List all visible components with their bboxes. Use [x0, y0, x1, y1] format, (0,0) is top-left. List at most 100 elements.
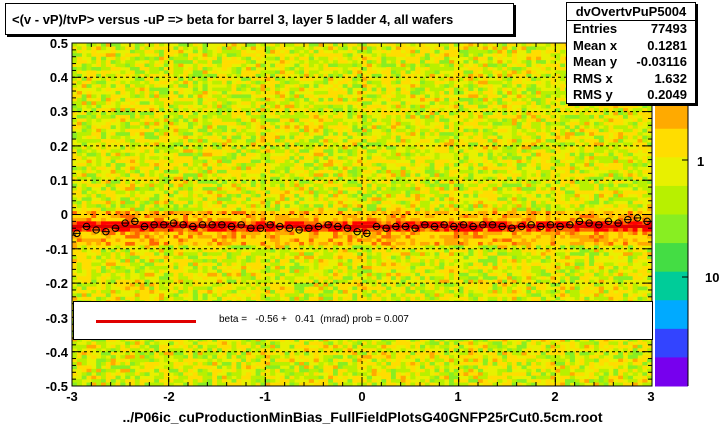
heat-cell — [318, 67, 324, 71]
heat-cell — [110, 348, 116, 352]
heat-cell — [197, 272, 203, 277]
heat-cell — [81, 241, 87, 246]
heat-cell — [173, 149, 179, 154]
heat-cell — [168, 365, 174, 370]
heat-cell — [284, 156, 290, 160]
heat-cell — [236, 228, 242, 232]
heat-cell — [91, 152, 97, 157]
heat-cell — [236, 238, 242, 243]
heat-cell — [352, 97, 358, 102]
heat-cell — [323, 238, 329, 243]
heat-cell — [217, 259, 223, 263]
heat-cell — [236, 80, 242, 85]
heat-cell — [231, 152, 237, 157]
heat-cell — [105, 375, 111, 380]
heat-cell — [246, 221, 252, 226]
heat-cell — [212, 200, 218, 205]
heat-cell — [371, 279, 377, 284]
heat-cell — [337, 372, 343, 377]
heat-cell — [328, 245, 334, 250]
heat-cell — [323, 217, 329, 222]
heat-cell — [188, 183, 194, 188]
heat-cell — [163, 228, 169, 232]
heat-cell — [246, 84, 252, 88]
heat-cell — [279, 231, 285, 236]
heat-cell — [260, 382, 266, 387]
heat-cell — [221, 262, 227, 267]
heat-cell — [265, 382, 271, 387]
heat-cell — [255, 121, 261, 126]
heat-cell — [357, 341, 363, 346]
heat-cell — [323, 382, 329, 387]
heat-cell — [362, 121, 368, 126]
heat-cell — [110, 77, 116, 82]
heat-cell — [386, 73, 392, 78]
heat-cell — [265, 46, 271, 51]
heat-cell — [81, 142, 87, 147]
heat-cell — [289, 252, 295, 256]
heat-cell — [197, 132, 203, 136]
heat-cell — [221, 104, 227, 109]
heat-cell — [149, 73, 155, 78]
heat-cell — [357, 379, 363, 383]
heat-cell — [279, 241, 285, 246]
heat-cell — [357, 382, 363, 387]
heat-cell — [381, 379, 387, 383]
heat-cell — [226, 296, 232, 301]
heat-cell — [96, 67, 102, 71]
heat-cell — [333, 193, 339, 198]
heat-cell — [178, 228, 184, 232]
heat-cell — [241, 262, 247, 267]
heat-cell — [101, 94, 107, 99]
heat-cell — [207, 73, 213, 78]
heat-cell — [275, 355, 281, 359]
heat-cell — [284, 43, 290, 47]
heat-cell — [381, 296, 387, 301]
heat-cell — [362, 46, 368, 51]
heat-cell — [202, 173, 208, 178]
heat-cell — [178, 176, 184, 181]
heat-cell — [110, 159, 116, 164]
heat-cell — [134, 163, 140, 167]
heat-cell — [241, 228, 247, 232]
heat-cell — [381, 358, 387, 363]
heat-cell — [337, 368, 343, 373]
heat-cell — [72, 265, 78, 270]
heat-cell — [250, 238, 256, 243]
heat-cell — [183, 60, 189, 64]
heat-cell — [289, 289, 295, 294]
heat-cell — [105, 361, 111, 366]
heat-cell — [183, 241, 189, 246]
heat-cell — [144, 132, 150, 136]
heat-cell — [197, 355, 203, 359]
heat-cell — [381, 80, 387, 85]
heat-cell — [362, 341, 368, 346]
heat-cell — [130, 262, 136, 267]
heat-cell — [130, 159, 136, 164]
heat-cell — [130, 115, 136, 119]
heat-cell — [217, 255, 223, 260]
heat-cell — [91, 111, 97, 116]
heat-cell — [105, 63, 111, 68]
heat-cell — [202, 183, 208, 188]
heat-cell — [76, 91, 82, 95]
heat-cell — [163, 118, 169, 123]
heat-cell — [144, 111, 150, 116]
heat-cell — [289, 207, 295, 212]
heat-cell — [265, 262, 271, 267]
heat-cell — [270, 101, 276, 106]
heat-cell — [260, 200, 266, 205]
heat-cell — [178, 286, 184, 291]
heat-cell — [371, 235, 377, 239]
heat-cell — [333, 235, 339, 239]
heat-cell — [188, 56, 194, 61]
heat-cell — [110, 84, 116, 88]
heat-cell — [168, 200, 174, 205]
heat-cell — [212, 214, 218, 219]
heat-cell — [318, 235, 324, 239]
heat-cell — [163, 80, 169, 85]
heat-cell — [110, 115, 116, 119]
heat-cell — [231, 259, 237, 263]
heat-cell — [144, 43, 150, 47]
heat-cell — [376, 372, 382, 377]
